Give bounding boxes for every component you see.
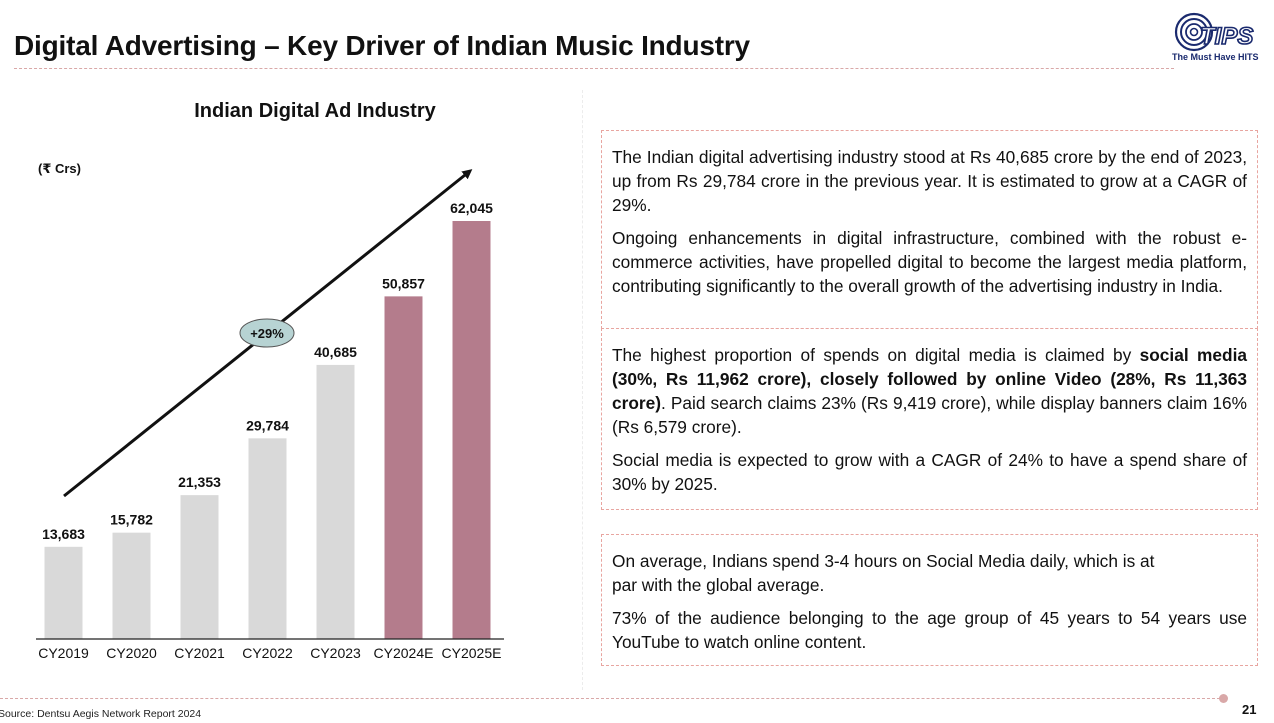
x-tick-label: CY2023	[310, 645, 361, 661]
bar-value-label: 13,683	[42, 526, 85, 542]
panel-paragraph: 73% of the audience belonging to the age…	[612, 608, 1247, 652]
bar-cy2023	[316, 364, 355, 639]
panel-text: . Paid search claims 23% (Rs 9,419 crore…	[612, 393, 1247, 437]
x-tick-label: CY2022	[242, 645, 293, 661]
logo-swirl-icon	[1174, 12, 1214, 52]
growth-badge: +29%	[239, 318, 295, 348]
page-title: Digital Advertising – Key Driver of Indi…	[14, 30, 750, 61]
logo-tagline: The Must Have HITS	[1172, 52, 1259, 62]
column-divider	[582, 90, 583, 690]
info-panel-spend-share: The highest proportion of spends on digi…	[601, 328, 1258, 510]
panel-paragraph: The Indian digital advertising industry …	[612, 147, 1247, 215]
bar-cy2021	[180, 495, 219, 639]
growth-badge-label: +29%	[250, 326, 284, 341]
bar-cy2019	[44, 546, 83, 639]
info-panel-social-media-usage: On average, Indians spend 3-4 hours on S…	[601, 534, 1258, 666]
x-tick-label: CY2024E	[374, 645, 434, 661]
bar-value-label: 21,353	[178, 474, 221, 490]
footer-dot	[1219, 694, 1228, 703]
page-number: 21	[1242, 702, 1257, 717]
title-divider	[14, 68, 1174, 69]
bars-layer	[44, 221, 491, 639]
x-tick-label: CY2020	[106, 645, 157, 661]
info-panel-digital-ad-market: The Indian digital advertising industry …	[601, 130, 1258, 329]
panel-paragraph: Social media is expected to grow with a …	[612, 450, 1247, 494]
footer-divider	[0, 698, 1225, 699]
bar-value-label: 40,685	[314, 344, 357, 360]
bar-value-label: 15,782	[110, 512, 153, 528]
logo-wordmark: TIPS	[1200, 23, 1253, 50]
tick-labels-layer: CY2019 CY2020 CY2021 CY2022 CY2023 CY2024E CY2…	[38, 645, 501, 661]
bar-value-label: 62,045	[450, 200, 493, 216]
panel-text: The highest proportion of spends on digi…	[612, 345, 1140, 365]
source-note: Source: Dentsu Aegis Network Report 2024	[0, 708, 202, 720]
chart-unit-label: (₹ Crs)	[38, 161, 81, 176]
bar-value-label: 29,784	[246, 417, 289, 433]
bar-value-label: 50,857	[382, 275, 425, 291]
bar-cy2024e	[384, 296, 423, 639]
bar-cy2022	[248, 438, 287, 639]
tips-logo: TIPS	[1174, 12, 1254, 52]
panel-paragraph: On average, Indians spend 3-4 hours on S…	[612, 551, 1155, 595]
x-tick-label: CY2021	[174, 645, 225, 661]
panel-text-bold: social media (30%, Rs 11,962 crore), clo…	[612, 345, 1247, 413]
chart-title: Indian Digital Ad Industry	[194, 100, 436, 122]
x-tick-label: CY2019	[38, 645, 89, 661]
panel-paragraph: Ongoing enhancements in digital infrastr…	[612, 228, 1247, 296]
x-tick-label: CY2025E	[442, 645, 502, 661]
bar-cy2025e	[452, 221, 491, 639]
bar-cy2020	[112, 532, 151, 639]
panel-paragraph: The highest proportion of spends on digi…	[612, 343, 1247, 439]
value-labels-layer: 13,683 15,782 21,353 29,784 40,685 50,857 62,0…	[42, 200, 493, 542]
bar-chart: 13,683 15,782 21,353 29,784 40,685 50,857 62,0…	[36, 169, 504, 661]
